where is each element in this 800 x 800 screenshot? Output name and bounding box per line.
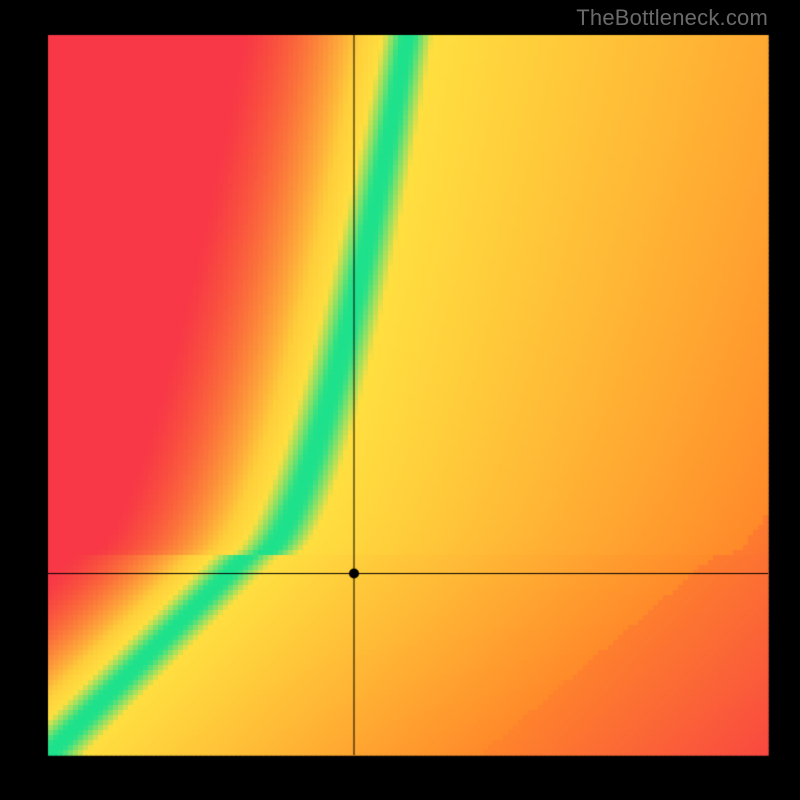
bottleneck-heatmap (0, 0, 800, 800)
watermark-label: TheBottleneck.com (576, 5, 768, 31)
